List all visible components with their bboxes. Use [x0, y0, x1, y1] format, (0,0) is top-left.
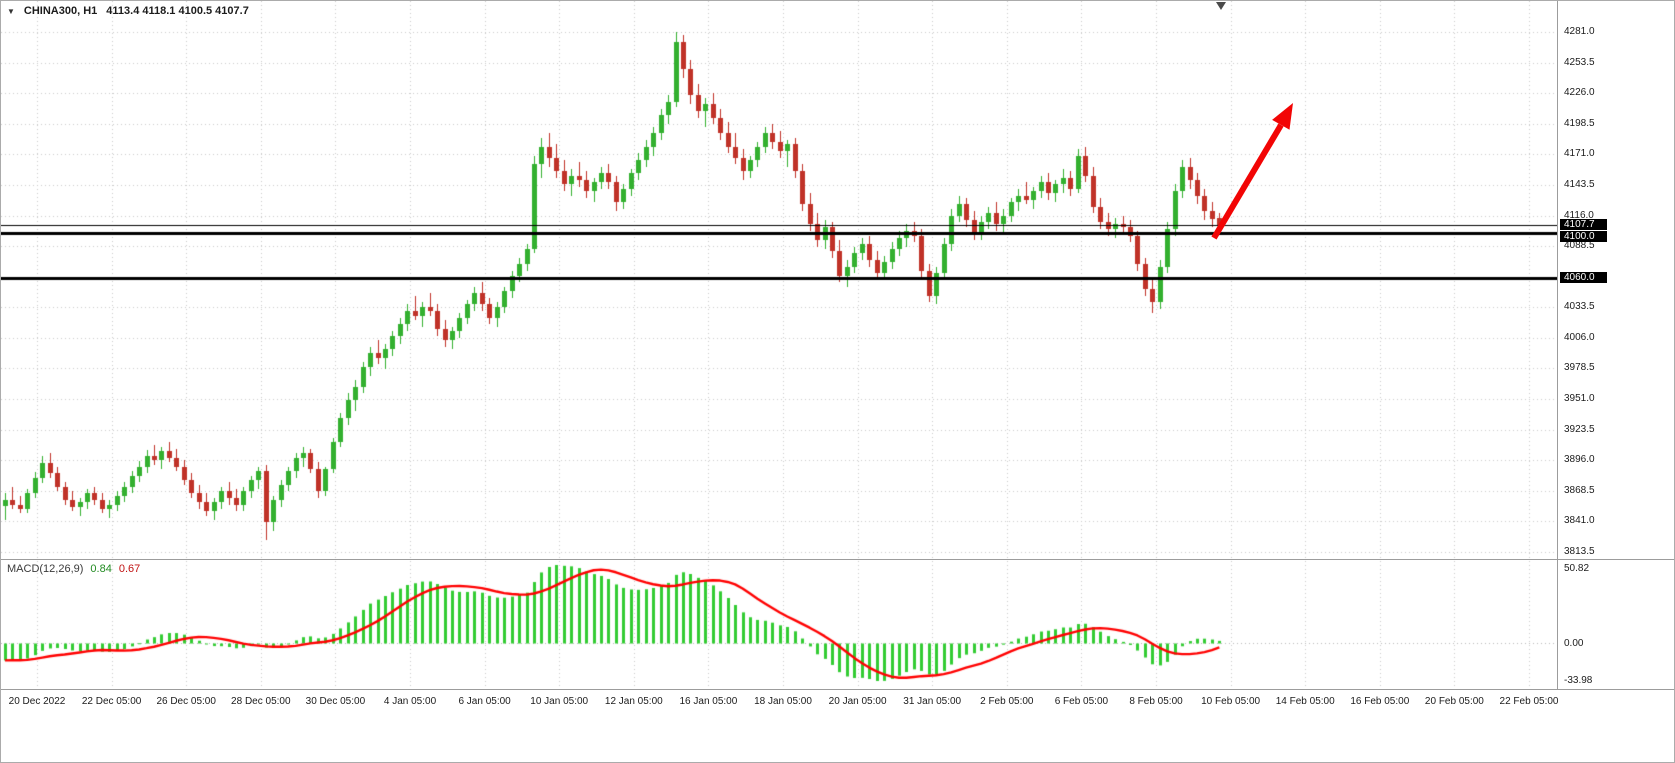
bid-price-tag: 4107.7 [1560, 219, 1607, 231]
time-axis-label: 28 Dec 05:00 [231, 696, 291, 707]
time-axis-label: 14 Feb 05:00 [1275, 696, 1335, 707]
time-axis-label: 6 Feb 05:00 [1054, 696, 1109, 707]
time-axis-label: 4 Jan 05:00 [383, 696, 437, 707]
time-axis-label: 16 Jan 05:00 [679, 696, 738, 707]
time-axis-label: 30 Dec 05:00 [305, 696, 366, 707]
macd-indicator-label: MACD(12,26,9) 0.84 0.67 [7, 563, 140, 575]
time-axis-label: 26 Dec 05:00 [156, 696, 216, 707]
price-tick-label: 4088.5 [1564, 240, 1595, 252]
price-axis-separator [1557, 1, 1558, 689]
time-axis-label: 16 Feb 05:00 [1350, 696, 1410, 707]
time-axis-label: 10 Feb 05:00 [1201, 696, 1261, 707]
time-axis-label: 8 Feb 05:00 [1129, 696, 1183, 707]
time-axis-label: 6 Jan 05:00 [458, 696, 511, 707]
macd-axis-min-label: -33.98 [1564, 675, 1593, 686]
time-axis[interactable]: 20 Dec 2022 22 Dec 05:00 26 Dec 05:00 28 De… [1, 690, 1674, 762]
price-tick-label: 4143.5 [1564, 178, 1595, 190]
pane-separator[interactable] [1, 559, 1674, 560]
time-axis-label: 31 Jan 05:00 [903, 696, 962, 707]
price-tick-label: 4281.0 [1564, 26, 1595, 38]
ohlc-values-label: 4113.4 4118.1 4100.5 4107.7 [106, 5, 249, 17]
price-tick-label: 4116.0 [1564, 209, 1594, 221]
symbol-timeframe-label: CHINA300, H1 [23, 5, 98, 17]
price-tick-label: 3978.5 [1564, 362, 1595, 374]
price-tick-label: 4171.0 [1564, 148, 1595, 160]
time-axis-label: 10 Jan 05:00 [530, 696, 589, 707]
price-tick-label: 3896.0 [1564, 454, 1595, 466]
price-tick-label: 3841.0 [1564, 515, 1595, 527]
one-click-trading-toggle-icon[interactable]: ▼ [7, 6, 15, 16]
time-axis-label: 2 Feb 05:00 [980, 696, 1034, 707]
time-axis-label: 20 Dec 2022 [8, 696, 66, 707]
price-tick-label: 4198.5 [1564, 117, 1595, 129]
price-tick-label: 4226.0 [1564, 87, 1595, 99]
price-tick-label: 3868.5 [1564, 484, 1595, 496]
time-axis-label: 22 Feb 05:00 [1499, 696, 1559, 707]
chart-plot-area: ▼ CHINA300, H1 4113.4 4118.1 4100.5 4107… [1, 1, 1557, 689]
time-axis-label: 18 Jan 05:00 [754, 696, 812, 707]
macd-axis-zero-label: 0.00 [1564, 637, 1584, 649]
price-tick-label: 3951.0 [1564, 392, 1595, 404]
time-axis-separator [1, 689, 1674, 690]
time-axis-label: 22 Dec 05:00 [81, 696, 142, 707]
chart-info-bar: ▼ CHINA300, H1 4113.4 4118.1 4100.5 4107… [7, 5, 249, 17]
chart-shift-marker-icon[interactable] [1216, 2, 1226, 10]
macd-name-label: MACD(12,26,9) [7, 563, 84, 575]
macd-main-value: 0.84 [90, 563, 112, 575]
price-tick-label: 4253.5 [1564, 56, 1595, 68]
hline-price-tag-4100: 4100.0 [1560, 230, 1607, 242]
time-axis-label: 12 Jan 05:00 [604, 696, 663, 707]
macd-axis-max-label: 50.82 [1564, 563, 1590, 574]
price-chart-canvas[interactable] [1, 1, 1557, 689]
hline-price-tag-4060: 4060.0 [1560, 272, 1607, 284]
price-tick-label: 4006.0 [1564, 331, 1595, 343]
time-axis-label: 20 Jan 05:00 [828, 696, 887, 707]
price-axis[interactable]: 4107.7 4100.0 4060.0 50.82 0.00 -33.98 4… [1558, 1, 1674, 689]
macd-signal-value: 0.67 [118, 563, 141, 575]
time-axis-label: 20 Feb 05:00 [1424, 696, 1484, 707]
price-tick-label: 3923.5 [1564, 423, 1595, 435]
price-tick-label: 4033.5 [1564, 301, 1595, 313]
price-tick-label: 3813.5 [1564, 545, 1595, 557]
